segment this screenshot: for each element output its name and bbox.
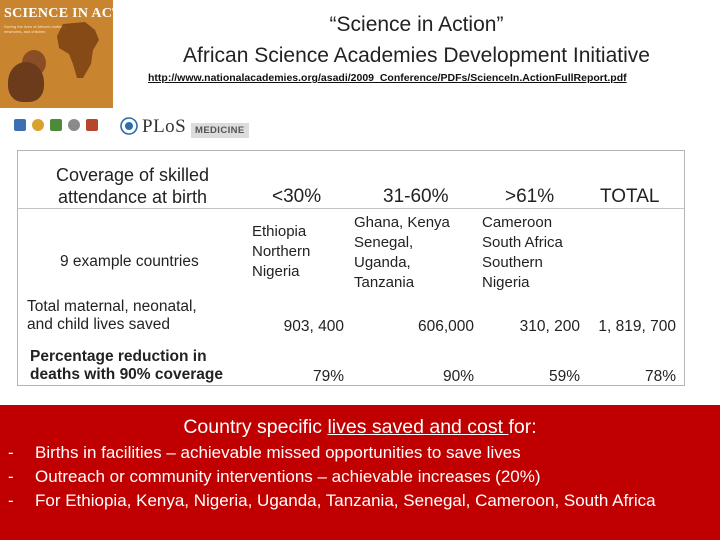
lives-total: 1, 819, 700 bbox=[598, 318, 676, 335]
summary-title-underlined: lives saved and cost bbox=[327, 416, 509, 438]
bullet-marker: - bbox=[8, 467, 14, 486]
row-label-line: Percentage reduction in bbox=[30, 348, 207, 365]
coverage-table bbox=[17, 150, 685, 386]
medicine-badge: MEDICINE bbox=[191, 123, 249, 138]
country-name: Ghana, Kenya bbox=[354, 214, 450, 231]
lives-over-61: 310, 200 bbox=[519, 318, 580, 335]
summary-title-suffix: for: bbox=[508, 416, 537, 438]
page-title: “Science in Action” bbox=[329, 13, 504, 36]
country-name: Southern bbox=[482, 254, 543, 271]
country-name: Nigeria bbox=[482, 274, 530, 291]
header-col-total: TOTAL bbox=[600, 186, 660, 207]
reduction-total: 78% bbox=[644, 368, 676, 385]
page-subtitle: African Science Academies Development In… bbox=[183, 44, 650, 67]
country-name: South Africa bbox=[482, 234, 563, 251]
header-col-under-30: <30% bbox=[272, 186, 322, 207]
sponsor-logos bbox=[14, 119, 100, 133]
row-label-countries: 9 example countries bbox=[60, 253, 199, 270]
row-label-line: and child lives saved bbox=[27, 316, 171, 333]
plos-wordmark: PLoS bbox=[142, 116, 187, 137]
row-label-line: deaths with 90% coverage bbox=[30, 366, 223, 383]
bullet-item: - Births in facilities – achievable misse… bbox=[8, 443, 521, 463]
reduction-over-61: 59% bbox=[548, 368, 580, 385]
row-label-line: Total maternal, neonatal, bbox=[27, 298, 197, 315]
country-name: Northern bbox=[252, 243, 311, 260]
country-name: Senegal, bbox=[354, 234, 414, 251]
bullet-marker: - bbox=[8, 443, 14, 462]
bullet-item: - For Ethiopia, Kenya, Nigeria, Uganda, T… bbox=[8, 491, 656, 511]
summary-title: Country specific lives saved and cost fo… bbox=[0, 416, 720, 439]
row-label-reduction: Percentage reduction in deaths with 90% … bbox=[30, 348, 223, 384]
bullet-text: For Ethiopia, Kenya, Nigeria, Uganda, Ta… bbox=[35, 491, 656, 510]
cover-subtitle: Saving the lives of Africa's mothers, ne… bbox=[4, 24, 68, 34]
header-coverage-label: Coverage of skilled attendance at birth bbox=[55, 165, 210, 207]
bullet-text: Births in facilities – achievable missed… bbox=[35, 443, 521, 462]
bullet-item: - Outreach or community interventions – a… bbox=[8, 467, 541, 487]
report-link[interactable]: http://www.nationalacademies.org/asadi/2… bbox=[148, 72, 627, 84]
countries-31-60: Ghana, Kenya Senegal, Uganda, Tanzania bbox=[354, 213, 450, 293]
lives-under-30: 903, 400 bbox=[283, 318, 344, 335]
mother-photo bbox=[8, 62, 44, 102]
country-name: Cameroon bbox=[482, 214, 553, 231]
country-name: Uganda, bbox=[354, 254, 411, 271]
africa-map-icon bbox=[57, 22, 99, 78]
lives-31-60: 606,000 bbox=[417, 318, 474, 335]
sponsor-logo-icon bbox=[68, 119, 80, 131]
sponsor-logo-icon bbox=[50, 119, 62, 131]
header-col-over-61: >61% bbox=[505, 186, 555, 207]
sponsor-logo-icon bbox=[14, 119, 26, 131]
plos-seal-icon bbox=[120, 117, 138, 135]
sponsor-logo-icon bbox=[32, 119, 44, 131]
row-label-lives-saved: Total maternal, neonatal, and child live… bbox=[27, 298, 197, 334]
countries-under-30: Ethiopia Northern Nigeria bbox=[252, 222, 310, 282]
table-header-divider bbox=[17, 208, 685, 209]
plos-medicine-logo: PLoS MEDICINE bbox=[118, 111, 249, 141]
country-name: Ethiopia bbox=[252, 223, 307, 240]
summary-panel bbox=[0, 405, 720, 540]
country-name: Nigeria bbox=[252, 263, 300, 280]
sponsor-logo-icon bbox=[86, 119, 98, 131]
bullet-marker: - bbox=[8, 491, 14, 510]
header-col-31-60: 31-60% bbox=[383, 186, 449, 207]
reduction-31-60: 90% bbox=[442, 368, 474, 385]
summary-title-prefix: Country specific bbox=[183, 416, 328, 438]
country-name: Tanzania bbox=[354, 274, 415, 291]
bullet-text: Outreach or community interventions – ac… bbox=[35, 467, 541, 486]
cover-title: SCIENCE IN ACTION bbox=[4, 6, 113, 21]
countries-over-61: Cameroon South Africa Southern Nigeria bbox=[482, 213, 563, 293]
report-cover-image: SCIENCE IN ACTION Saving the lives of Af… bbox=[0, 0, 113, 108]
reduction-under-30: 79% bbox=[312, 368, 344, 385]
